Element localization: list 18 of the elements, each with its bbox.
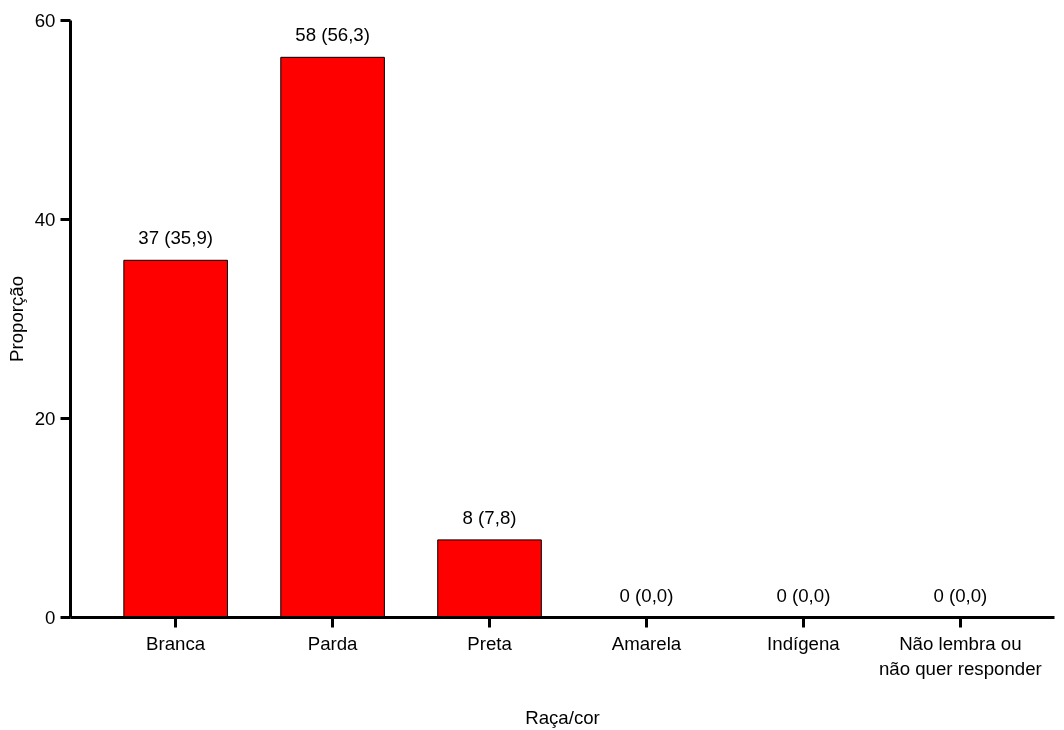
data-label: 37 (35,9) bbox=[138, 227, 213, 249]
x-axis-title: Raça/cor bbox=[525, 706, 600, 728]
y-tick-label: 20 bbox=[34, 408, 56, 429]
x-tick-label: Indígena bbox=[767, 632, 841, 654]
data-label: 0 (0,0) bbox=[776, 584, 831, 606]
x-tick-label: Parda bbox=[307, 632, 359, 654]
x-tick-label: Preta bbox=[467, 632, 513, 654]
data-label: 0 (0,0) bbox=[933, 584, 988, 606]
y-tick-label: 60 bbox=[34, 10, 56, 31]
y-tick-label: 0 bbox=[45, 607, 56, 628]
y-tick-label: 40 bbox=[34, 209, 56, 230]
x-tick-label: Amarela bbox=[611, 632, 682, 654]
x-tick-label: Branca bbox=[146, 632, 206, 654]
data-label: 58 (56,3) bbox=[295, 24, 370, 46]
data-label: 8 (7,8) bbox=[462, 506, 517, 528]
data-label: 0 (0,0) bbox=[619, 584, 674, 606]
y-axis-title: Proporção bbox=[5, 275, 27, 363]
x-tick-label: Não lembra ou não quer responder bbox=[878, 632, 1042, 679]
